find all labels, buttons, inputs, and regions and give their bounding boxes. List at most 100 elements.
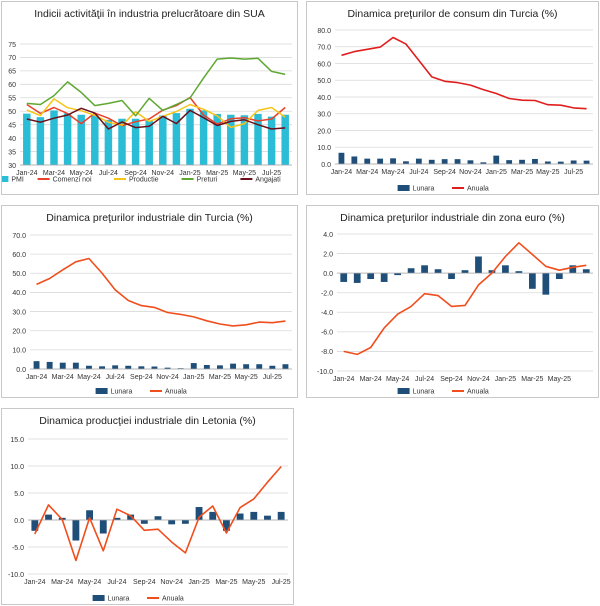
bar xyxy=(555,273,563,280)
bar xyxy=(23,113,31,165)
bar xyxy=(230,363,236,369)
chart-turkey-cpi: 0.0 10.0 20.0 30.0 40.0 50.0 60.0 70.0 80.0 Jan-2… xyxy=(317,28,593,193)
x-tick-label: Jul-25 xyxy=(272,579,291,586)
bar xyxy=(351,156,358,164)
y-tick-label: 40 xyxy=(8,136,16,143)
bar xyxy=(557,161,564,164)
x-tick-label: Mar-25 xyxy=(215,579,237,586)
chart-title: Dinamica preţurilor industriale din zona… xyxy=(340,212,565,224)
bar xyxy=(86,510,93,520)
y-tick-label: -10.0 xyxy=(317,369,333,376)
bar xyxy=(36,117,45,165)
chart-us-manufacturing-panel: Indicii activităţii în industria prelucr… xyxy=(1,1,298,195)
bar xyxy=(532,158,538,164)
bar xyxy=(353,273,361,283)
x-tick-label: Jul-24 xyxy=(107,579,126,586)
bar xyxy=(256,364,263,369)
bar xyxy=(415,158,422,164)
bar xyxy=(421,265,428,274)
x-tick-label: Mar-24 xyxy=(356,169,378,176)
bar xyxy=(168,520,176,525)
y-tick-label: 10.0 xyxy=(12,348,26,355)
bar xyxy=(519,159,525,164)
bar xyxy=(72,362,79,369)
series-line-anuala xyxy=(341,36,587,110)
x-tick-label: May-24 xyxy=(386,376,409,383)
bar xyxy=(190,363,197,369)
bar xyxy=(99,366,105,369)
y-tick-label: -5.0 xyxy=(12,545,24,552)
x-tick-label: Jul-24 xyxy=(106,374,125,381)
bar xyxy=(569,265,577,274)
y-tick-label: -4.0 xyxy=(321,310,333,317)
bar xyxy=(125,365,132,369)
bar xyxy=(480,162,487,164)
chart-turkey-cpi-panel: Dinamica preţurilor de consum din Turcia… xyxy=(306,1,599,195)
bar xyxy=(282,364,289,369)
x-tick-label: Nov-24 xyxy=(156,374,179,381)
x-tick-label: Jan-25 xyxy=(495,376,517,383)
bar xyxy=(364,158,371,164)
bar xyxy=(250,511,258,520)
bar xyxy=(380,273,388,282)
series-line-preturi xyxy=(26,57,286,117)
series-line-anuala xyxy=(36,257,286,327)
x-tick-label: Mar-24 xyxy=(43,170,65,177)
bar xyxy=(203,364,210,369)
series-line-anuala xyxy=(343,241,587,356)
chart-eurozone-ppi-panel: Dinamica preţurilor industriale din zona… xyxy=(306,205,599,398)
bar xyxy=(86,365,92,369)
x-tick-label: Mar-24 xyxy=(51,579,73,586)
x-tick-label: May-25 xyxy=(233,170,256,177)
y-tick-label: 20.0 xyxy=(12,329,26,336)
chart-latvia-industrial-production: -10.0 -5.0 0.0 5.0 10.0 15.0 Jan-24 Mar-24 May-2… xyxy=(8,437,291,603)
series-line-angajati xyxy=(26,107,286,130)
bar xyxy=(33,361,40,369)
bar xyxy=(77,114,85,165)
y-tick-label: 0.0 xyxy=(321,162,331,169)
y-tick-label: -10.0 xyxy=(8,572,24,579)
bar xyxy=(91,115,99,165)
y-tick-label: 4.0 xyxy=(323,232,333,239)
bar xyxy=(475,256,482,274)
bar xyxy=(394,273,401,276)
x-tick-label: Jan-25 xyxy=(183,374,205,381)
bar xyxy=(434,269,442,274)
x-tick-label: Jan-24 xyxy=(16,170,38,177)
bar xyxy=(403,161,409,164)
bar xyxy=(140,520,148,524)
y-tick-label: 0.0 xyxy=(323,271,333,278)
bar xyxy=(99,520,107,534)
legend-label: Anuala xyxy=(162,596,184,603)
bar xyxy=(172,113,181,165)
legend-label: Anuala xyxy=(467,389,489,396)
x-tick-label: May-24 xyxy=(78,579,101,586)
bar xyxy=(104,119,113,165)
legend-label: PMI xyxy=(11,177,24,184)
legend-swatch xyxy=(397,388,410,394)
y-tick-label: 70.0 xyxy=(12,233,26,240)
x-tick-label: May-25 xyxy=(234,374,257,381)
y-tick-label: 5.0 xyxy=(14,491,24,498)
y-tick-label: 15.0 xyxy=(10,437,24,444)
legend-swatch xyxy=(92,595,105,601)
y-tick-label: 50 xyxy=(8,109,16,116)
bar xyxy=(529,273,536,289)
bar xyxy=(583,160,590,164)
legend-label: Comenzi noi xyxy=(53,177,92,184)
y-tick-label: 80.0 xyxy=(317,28,331,35)
x-tick-label: Mar-25 xyxy=(206,170,228,177)
x-tick-label: Mar-25 xyxy=(511,169,533,176)
x-tick-label: May-24 xyxy=(381,169,404,176)
bar xyxy=(488,270,496,274)
bar xyxy=(181,520,189,524)
bar xyxy=(151,366,158,369)
y-tick-label: 65 xyxy=(8,69,16,76)
bar xyxy=(45,514,52,520)
chart-turkey-ppi-panel: Dinamica preţurilor industriale din Turc… xyxy=(1,205,298,398)
x-tick-label: Nov-24 xyxy=(459,169,482,176)
chart-title: Dinamica preţurilor industriale din Turc… xyxy=(46,212,253,224)
bar xyxy=(515,271,523,274)
legend-label: Angajati xyxy=(255,177,281,184)
chart-title: Dinamica producţiei industriale din Leto… xyxy=(39,415,256,427)
